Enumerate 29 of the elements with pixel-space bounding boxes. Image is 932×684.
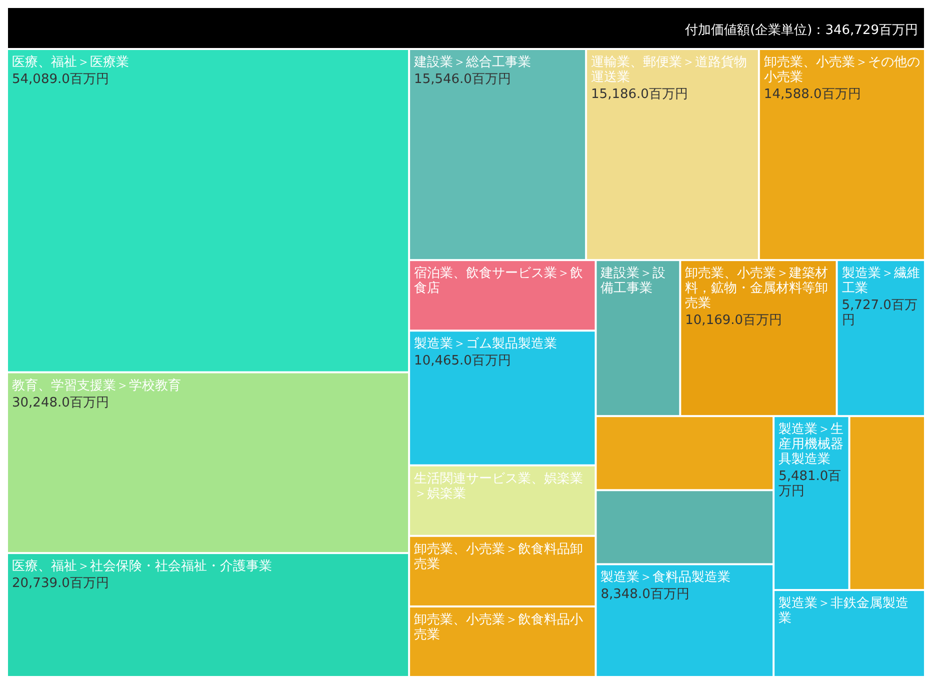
category-label: 建設業＞設備工事業 <box>600 266 666 296</box>
category-label: 教育、学習支援業＞学校教育 <box>12 377 181 394</box>
category-label: 製造業＞ゴム製品製造業 <box>414 336 558 352</box>
category-label: 医療、福祉＞社会保険・社会福祉・介護事業 <box>12 559 272 574</box>
category-label: 生活関連サービス業、娯楽業＞娯楽業 <box>414 471 584 502</box>
category-label: 医療、福祉＞医療業 <box>12 55 129 70</box>
data-label: 5,727.0百万円 <box>842 298 918 328</box>
data-label: 8,348.0百万円 <box>600 587 690 602</box>
category-label: 卸売業、小売業＞飲食料品卸売業 <box>414 542 584 572</box>
category-label: 卸売業、小売業＞建築材料，鉱物・金属材料等卸売業 <box>685 266 828 312</box>
data-label: 54,089.0百万円 <box>12 72 109 87</box>
category-label: 建設業＞総合工事業 <box>413 55 532 70</box>
data-label: 5,481.0百万円 <box>778 469 842 500</box>
data-label: 15,186.0百万円 <box>591 87 688 102</box>
data-label: 15,546.0百万円 <box>414 72 511 87</box>
category-label: 製造業＞食料品製造業 <box>600 570 731 586</box>
data-label: 30,248.0百万円 <box>12 395 109 410</box>
text: 付加価値額(企業単位)：346,729百万円 <box>684 23 918 38</box>
category-label: 運輸業、郵便業＞道路貨物運送業 <box>591 55 748 85</box>
category-label: 製造業＞繊維工業 <box>842 266 920 296</box>
category-label: 卸売業、小売業＞その他の小売業 <box>764 55 920 85</box>
data-label: 10,169.0百万円 <box>685 313 782 328</box>
category-label: 卸売業、小売業＞飲食料品小売業 <box>414 612 584 642</box>
category-label: 製造業＞非鉄金属製造業 <box>778 596 909 626</box>
data-label: 10,465.0百万円 <box>414 354 511 369</box>
data-label: 20,739.0百万円 <box>12 576 109 592</box>
category-label: 宿泊業、飲食サービス業＞飲食店 <box>414 265 584 296</box>
data-label: 14,588.0百万円 <box>764 87 861 102</box>
category-label: 製造業＞生産用機械器具製造業 <box>778 422 844 468</box>
